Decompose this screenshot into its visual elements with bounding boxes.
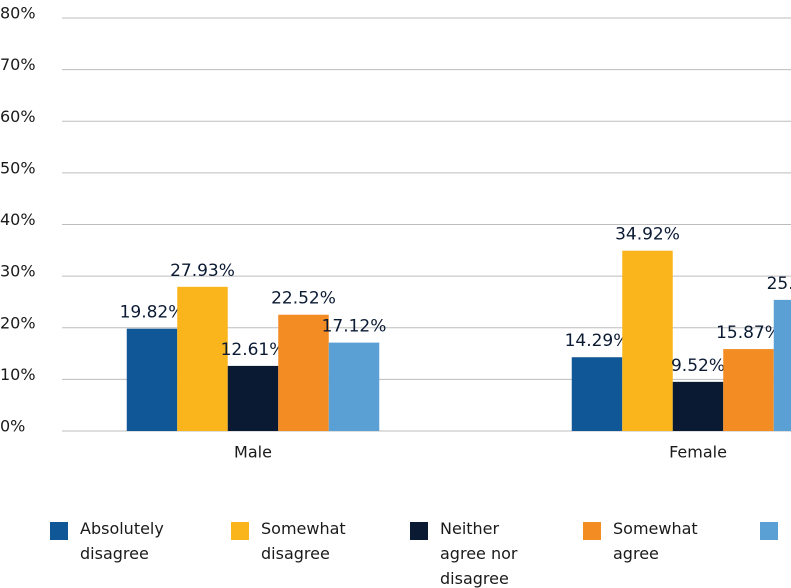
- bar: [177, 286, 228, 431]
- legend-label: Neither agree nor disagree: [440, 519, 518, 588]
- bar: [723, 349, 774, 431]
- legend-swatch: [50, 522, 68, 540]
- y-tick-label: 50%: [0, 158, 36, 177]
- legend-swatch: [410, 522, 428, 540]
- x-tick-label: Male: [234, 443, 272, 462]
- value-label: 34.92%: [615, 225, 680, 245]
- value-label: 12.61%: [221, 340, 286, 360]
- y-tick-label: 0%: [0, 417, 25, 436]
- y-tick-label: 70%: [0, 55, 36, 74]
- value-label: 22.52%: [271, 289, 336, 309]
- y-tick-label: 30%: [0, 262, 36, 281]
- value-label: 17.12%: [322, 317, 387, 337]
- y-tick-label: 40%: [0, 210, 36, 229]
- y-tick-label: 60%: [0, 107, 36, 126]
- bar: [278, 314, 329, 431]
- value-label: 15.87%: [716, 323, 781, 343]
- value-label: 9.52%: [671, 356, 725, 376]
- bar: [773, 299, 791, 431]
- legend-label: Absolutely disagree: [80, 519, 164, 563]
- x-tick-label: Female: [669, 443, 727, 462]
- legend-swatch: [583, 522, 601, 540]
- bar: [126, 328, 178, 431]
- legend: Absolutely disagree Somewhat disagree Neit…: [0, 516, 791, 588]
- y-tick-label: 80%: [0, 4, 36, 23]
- chart: 0% 10% 20% 30% 40% 50% 60% 70% 80% Male 19.82% 27.9…: [0, 4, 791, 462]
- value-label: 14.29%: [565, 331, 630, 351]
- legend-swatch: [231, 522, 249, 540]
- y-tick-label: 20%: [0, 313, 36, 332]
- value-label: 25.40%: [767, 274, 791, 294]
- legend-label: Somewhat disagree: [261, 519, 346, 563]
- bar: [622, 250, 673, 431]
- bar: [328, 342, 380, 431]
- value-label: 19.82%: [120, 303, 185, 323]
- legend-swatch: [760, 522, 778, 540]
- bar: [571, 357, 623, 431]
- y-tick-label: 10%: [0, 365, 36, 384]
- bar: [672, 381, 724, 431]
- legend-label: Somewhat agree: [613, 519, 698, 563]
- bar: [227, 365, 279, 431]
- value-label: 27.93%: [170, 261, 235, 281]
